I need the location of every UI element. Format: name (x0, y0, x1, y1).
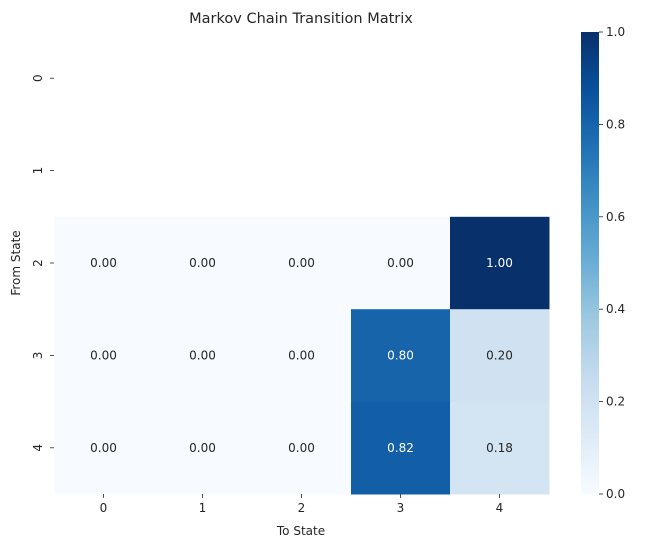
heatmap-cell-3-2 (252, 309, 352, 403)
x-axis-label: To State (276, 524, 325, 538)
heatmap-cell-3-3 (351, 309, 451, 403)
heatmap-cell-2-1 (153, 216, 253, 310)
heatmap-cell-4-4 (450, 401, 550, 495)
heatmap-cell-4-3 (351, 401, 451, 495)
y-axis-label: From State (9, 230, 23, 295)
heatmap-cell-3-1 (153, 309, 253, 403)
y-tick-label-1: 1 (31, 167, 45, 175)
cell-label-4-1: 0.00 (189, 441, 216, 455)
cell-label-3-4: 0.20 (486, 348, 513, 362)
colorbar-tick-label-4: 0.8 (606, 117, 625, 131)
colorbar-ticks: 0.0 0.2 0.4 0.6 0.8 1.0 (599, 25, 625, 501)
cell-label-2-2: 0.00 (288, 256, 315, 270)
x-axis-ticks: 0 1 2 3 4 (100, 494, 504, 515)
chart-title: Markov Chain Transition Matrix (189, 11, 413, 27)
x-tick-label-2: 2 (298, 501, 306, 515)
cell-label-3-0: 0.00 (90, 348, 117, 362)
x-tick-label-3: 3 (397, 501, 405, 515)
heatmap-cell-4-2 (252, 401, 352, 495)
heatmap-cell-2-4 (450, 216, 550, 310)
heatmap-cell-3-0 (54, 309, 154, 403)
cell-label-4-0: 0.00 (90, 441, 117, 455)
cell-label-3-3: 0.80 (387, 348, 414, 362)
x-tick-label-4: 4 (496, 501, 504, 515)
cell-label-2-3: 0.00 (387, 256, 414, 270)
x-tick-label-1: 1 (199, 501, 207, 515)
heatmap-cell-2-3 (351, 216, 451, 310)
heatmap-cell-4-0 (54, 401, 154, 495)
cell-label-3-2: 0.00 (288, 348, 315, 362)
x-tick-label-0: 0 (100, 501, 108, 515)
cell-label-2-1: 0.00 (189, 256, 216, 270)
cell-label-4-3: 0.82 (387, 441, 414, 455)
y-axis-ticks: 0 1 2 3 4 (31, 74, 54, 452)
heatmap-cell-2-2 (252, 216, 352, 310)
y-tick-label-0: 0 (31, 74, 45, 82)
cell-label-2-0: 0.00 (90, 256, 117, 270)
cell-label-3-1: 0.00 (189, 348, 216, 362)
y-tick-label-2: 2 (31, 259, 45, 267)
cell-label-2-4: 1.00 (486, 256, 513, 270)
colorbar-tick-label-5: 1.0 (606, 25, 625, 39)
colorbar (581, 32, 599, 494)
heatmap-cells (54, 216, 550, 495)
colorbar-tick-label-0: 0.0 (606, 487, 625, 501)
heatmap-cell-3-4 (450, 309, 550, 403)
colorbar-tick-label-1: 0.2 (606, 395, 625, 409)
heatmap-cell-labels: 0.00 0.00 0.00 0.00 1.00 0.00 0.00 0.00 0.80 0.20… (90, 256, 513, 455)
cell-label-4-4: 0.18 (486, 441, 513, 455)
heatmap-cell-4-1 (153, 401, 253, 495)
y-tick-label-4: 4 (31, 444, 45, 452)
y-tick-label-3: 3 (31, 352, 45, 360)
colorbar-tick-label-3: 0.6 (606, 210, 625, 224)
cell-label-4-2: 0.00 (288, 441, 315, 455)
heatmap-cell-2-0 (54, 216, 154, 310)
colorbar-tick-label-2: 0.4 (606, 302, 625, 316)
